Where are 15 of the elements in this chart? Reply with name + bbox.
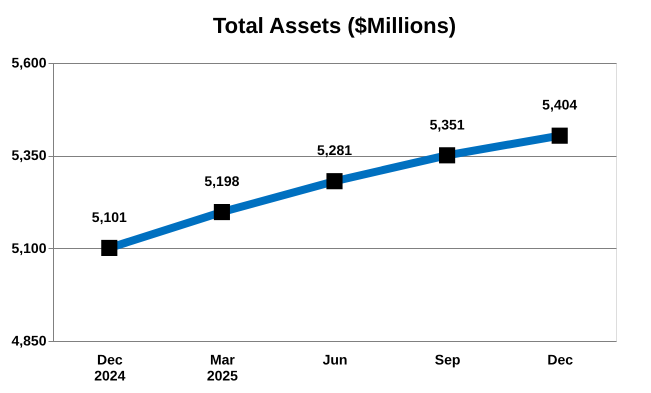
x-tick-label: Dec xyxy=(547,352,574,368)
data-label: 5,198 xyxy=(204,173,240,190)
x-tick-label: Jun xyxy=(322,352,348,368)
y-tick-label: 5,600 xyxy=(11,54,47,70)
y-tick-label: 5,100 xyxy=(11,240,47,256)
data-label: 5,281 xyxy=(316,142,352,158)
x-tick-label: Dec 2024 xyxy=(94,352,126,384)
y-tick-label: 4,850 xyxy=(11,332,47,348)
x-tick-label: Sep xyxy=(434,352,460,368)
data-label: 5,351 xyxy=(430,116,465,132)
y-tick-label: 5,350 xyxy=(11,147,47,164)
chart-title: Total Assets ($Millions) xyxy=(212,13,456,38)
data-label: 5,101 xyxy=(92,208,128,225)
x-tick-label: Mar 2025 xyxy=(206,352,238,384)
data-label: 5,404 xyxy=(542,96,578,113)
